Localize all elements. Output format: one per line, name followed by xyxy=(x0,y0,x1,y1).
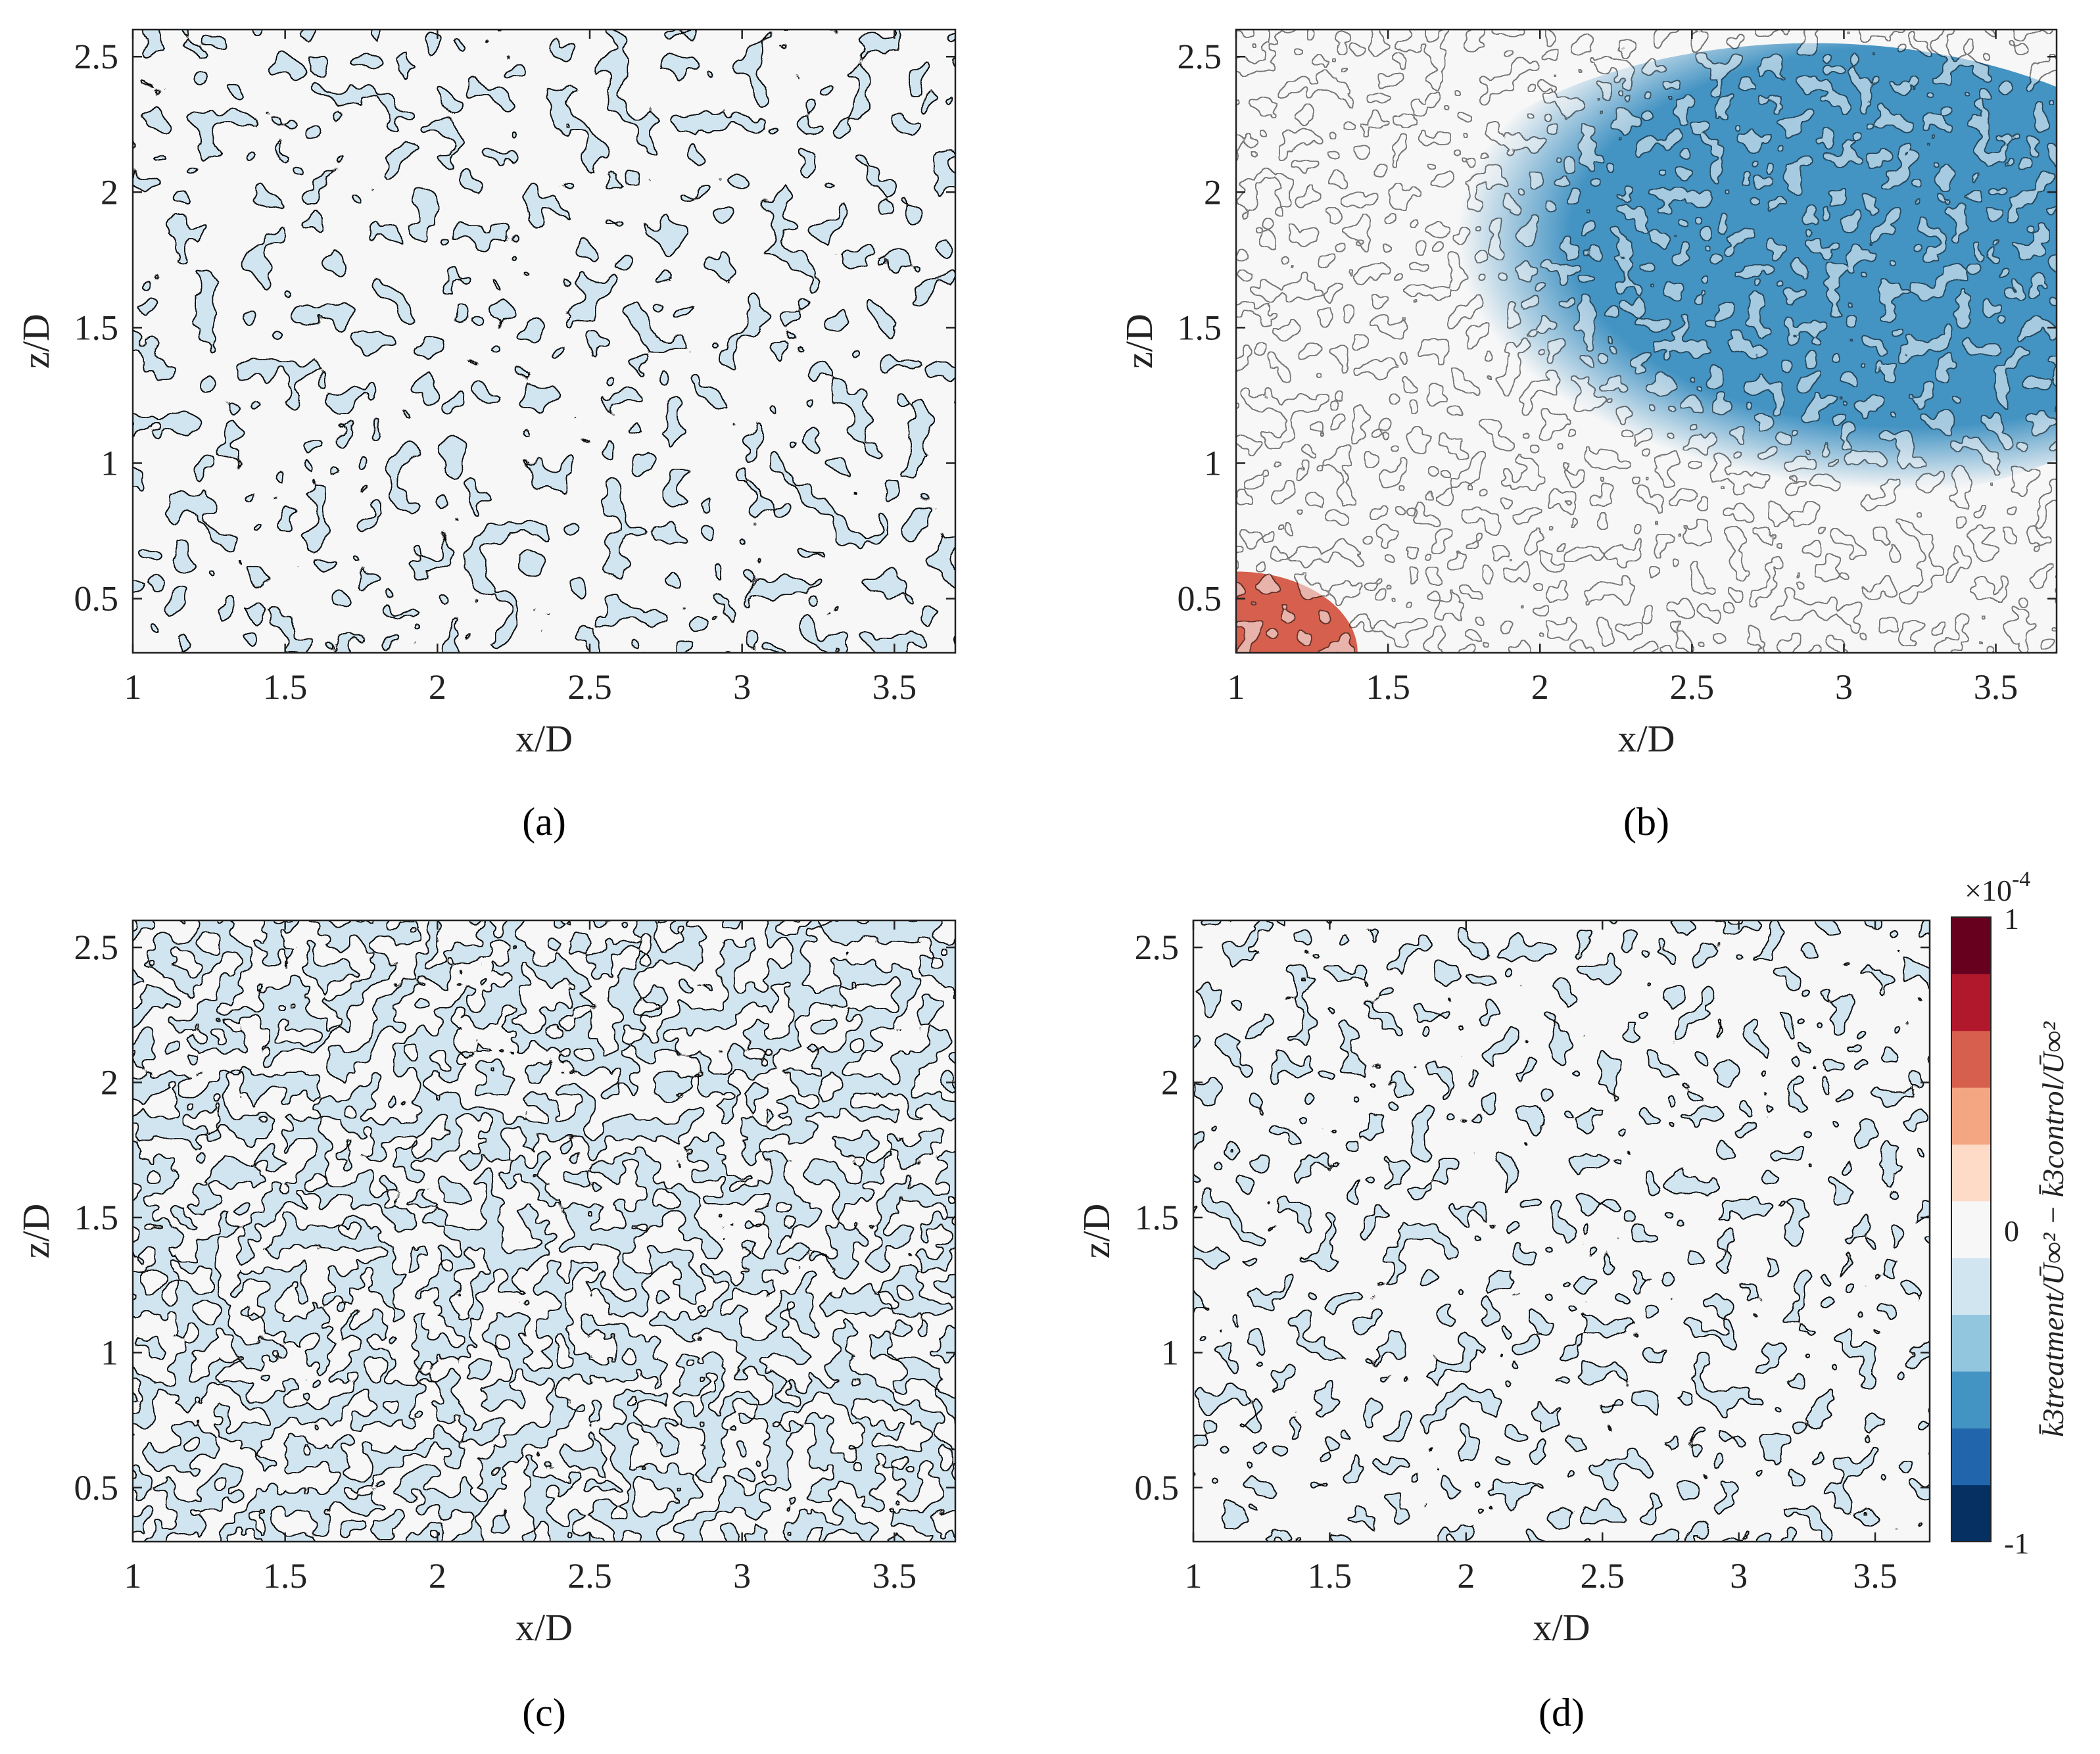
axes-frame xyxy=(131,28,957,654)
colorbar-segment xyxy=(1951,1200,1991,1258)
colorbar-segment xyxy=(1951,1144,1991,1202)
x-tick-label: 2 xyxy=(429,667,446,707)
colorbar-tick-mid: 0 xyxy=(2004,1214,2019,1248)
axes-frame xyxy=(1235,28,2058,654)
y-tick-label: 2.5 xyxy=(1178,37,1222,76)
x-tick-label: 1 xyxy=(1185,1556,1203,1596)
x-tick-label: 3.5 xyxy=(872,667,917,707)
y-axis-label: z/D xyxy=(1118,314,1160,369)
y-tick-label: 1 xyxy=(1204,443,1222,483)
panels-layer: 1 1.5 2 2.5 3 3.5 0.5 1 1.5 2 2.5 x/D z/D (a) 1 1.5 2 2.5… xyxy=(14,28,2058,1734)
x-tick-label: 3.5 xyxy=(1853,1556,1897,1596)
contour-field xyxy=(133,920,955,1542)
y-tick-label: 2 xyxy=(101,172,118,212)
x-tick-label: 3 xyxy=(1835,667,1853,707)
y-axis-label: z/D xyxy=(14,1204,57,1259)
y-tick-label: 0.5 xyxy=(1178,579,1222,619)
x-axis-label: x/D xyxy=(515,1606,573,1649)
y-tick-label: 2.5 xyxy=(74,928,119,967)
panel-b: 1 1.5 2 2.5 3 3.5 0.5 1 1.5 2 2.5 x/D z/D (b) xyxy=(1118,28,2058,843)
colorbar-tick-bottom: -1 xyxy=(2004,1527,2029,1560)
colorbar-segment xyxy=(1951,1314,1991,1372)
x-axis-label: x/D xyxy=(1618,717,1675,760)
contour-field xyxy=(133,30,955,653)
x-tick-label: 1 xyxy=(1228,667,1245,707)
x-tick-label: 1.5 xyxy=(1308,1556,1352,1596)
y-tick-label: 0.5 xyxy=(74,1468,119,1507)
y-tick-label: 1 xyxy=(1161,1333,1179,1372)
x-tick-label: 1.5 xyxy=(263,1556,308,1596)
x-tick-label: 1.5 xyxy=(263,667,308,707)
x-tick-label: 3 xyxy=(733,1556,751,1596)
colorbar-segment xyxy=(1951,1258,1991,1316)
y-tick-label: 2 xyxy=(1204,172,1222,212)
y-tick-label: 2 xyxy=(101,1063,118,1102)
panel-label: (b) xyxy=(1623,800,1669,843)
colorbar-segment xyxy=(1951,974,1991,1031)
contour-patches xyxy=(133,920,955,1542)
x-tick-label: 3 xyxy=(1730,1556,1748,1596)
y-axis-label: z/D xyxy=(14,314,57,369)
colorbar: 1 0 -1 ×10-4 k̄3treatment/Ū∞² − k̄3control/Ū… xyxy=(1951,867,2070,1560)
colorbar-segment xyxy=(1951,1087,1991,1145)
x-tick-label: 1.5 xyxy=(1366,667,1410,707)
y-tick-label: 1.5 xyxy=(1178,308,1222,347)
x-axis-label: x/D xyxy=(1533,1606,1590,1649)
x-tick-label: 2 xyxy=(1531,667,1549,707)
y-tick-label: 1.5 xyxy=(1135,1198,1180,1237)
colorbar-segment xyxy=(1951,1428,1991,1486)
colorbar-segment xyxy=(1951,917,1991,974)
colorbar-segment xyxy=(1951,1030,1991,1088)
x-tick-label: 2.5 xyxy=(567,1556,612,1596)
contour-field xyxy=(1236,30,2057,653)
y-tick-label: 1.5 xyxy=(74,308,119,347)
x-tick-label: 3 xyxy=(733,667,751,707)
panel-c: 1 1.5 2 2.5 3 3.5 0.5 1 1.5 2 2.5 x/D z/D (c) xyxy=(14,919,957,1734)
colorbar-tick-top: 1 xyxy=(2004,902,2019,936)
colorbar-segment xyxy=(1951,1371,1991,1429)
axes-frame xyxy=(131,919,957,1543)
contour-patches xyxy=(1193,920,1930,1542)
x-axis-label: x/D xyxy=(515,717,573,760)
x-tick-label: 1 xyxy=(124,1556,142,1596)
y-axis-label: z/D xyxy=(1075,1204,1118,1259)
y-tick-label: 1 xyxy=(101,1333,118,1372)
x-tick-label: 3.5 xyxy=(1974,667,2018,707)
x-tick-label: 2.5 xyxy=(1670,667,1715,707)
y-tick-label: 1 xyxy=(101,443,118,483)
y-tick-label: 2 xyxy=(1161,1063,1179,1102)
y-tick-label: 1.5 xyxy=(74,1198,119,1237)
axes-frame xyxy=(1192,919,1931,1543)
contour-patches xyxy=(133,30,955,653)
y-tick-label: 2.5 xyxy=(1135,928,1180,967)
x-tick-label: 3.5 xyxy=(872,1556,917,1596)
panel-d: 1 1.5 2 2.5 3 3.5 0.5 1 1.5 2 2.5 x/D z/D (d) xyxy=(1075,919,1931,1734)
colorbar-exponent: ×10-4 xyxy=(1965,867,2030,907)
y-tick-label: 2.5 xyxy=(74,37,119,76)
x-tick-label: 2.5 xyxy=(567,667,612,707)
panel-label: (a) xyxy=(522,800,566,843)
colorbar-frame xyxy=(1951,916,1992,1542)
panel-label: (c) xyxy=(522,1691,566,1734)
colorbar-label: k̄3treatment/Ū∞² − k̄3control/Ū∞² xyxy=(2036,1021,2070,1437)
panel-a: 1 1.5 2 2.5 3 3.5 0.5 1 1.5 2 2.5 x/D z/D (a) xyxy=(14,28,957,843)
x-tick-label: 2.5 xyxy=(1580,1556,1625,1596)
contour-field xyxy=(1193,920,1930,1542)
y-tick-label: 0.5 xyxy=(74,579,119,619)
x-tick-label: 1 xyxy=(124,667,142,707)
colorbar-segment xyxy=(1951,1484,1991,1542)
y-tick-label: 0.5 xyxy=(1135,1468,1180,1507)
x-tick-label: 2 xyxy=(429,1556,446,1596)
contour-speckle xyxy=(1236,30,2057,653)
panel-label: (d) xyxy=(1539,1691,1585,1734)
x-tick-label: 2 xyxy=(1457,1556,1475,1596)
